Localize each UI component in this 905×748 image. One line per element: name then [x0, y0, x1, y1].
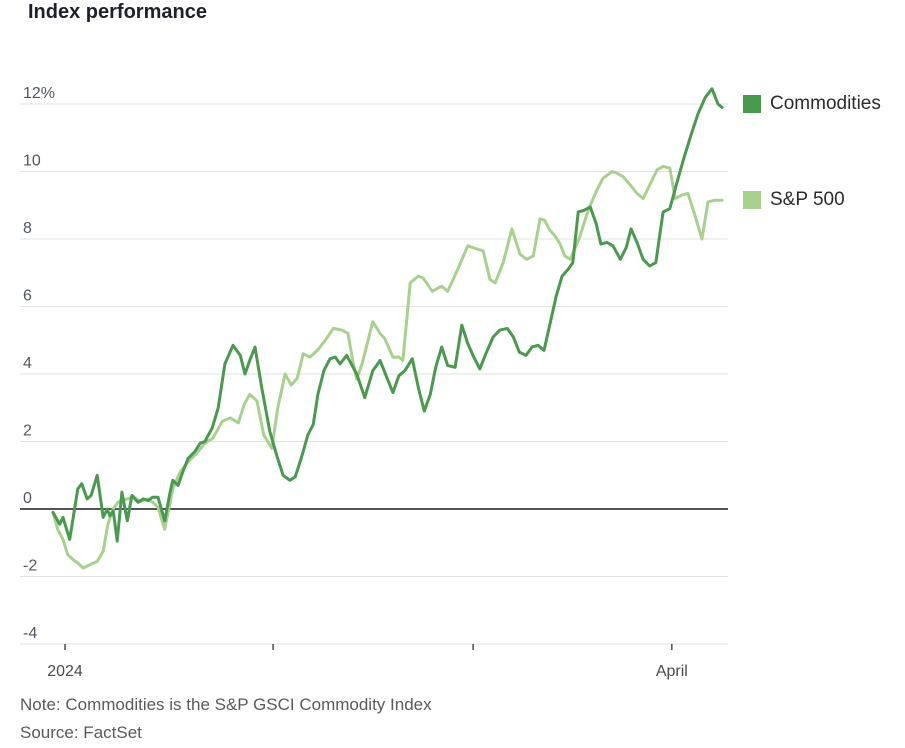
y-tick-label: 10 — [23, 153, 41, 170]
sp500-swatch — [743, 191, 761, 209]
x-tick-label: 2024 — [47, 663, 83, 680]
y-tick-label: 12% — [23, 85, 55, 102]
legend-item-commodities: Commodities — [743, 93, 881, 115]
y-tick-label: 2 — [23, 423, 32, 440]
y-tick-label: 4 — [23, 355, 32, 372]
y-axis-labels-group: 12% 10 8 6 4 2 0 -2 -4 — [23, 85, 55, 642]
commodities-swatch — [743, 95, 761, 113]
legend-item-sp500: S&P 500 — [743, 189, 845, 211]
x-tick-label: April — [656, 663, 688, 680]
y-tick-label: 0 — [23, 490, 32, 507]
chart-title: Index performance — [28, 1, 207, 23]
x-axis-labels-group: 2024 April — [47, 663, 688, 680]
commodities-line — [51, 87, 724, 543]
source-text: Source: FactSet — [20, 723, 142, 742]
note-text: Note: Commodities is the S&P GSCI Commod… — [20, 695, 432, 714]
legend-label-commodities: Commodities — [770, 93, 881, 114]
y-tick-label: 8 — [23, 220, 32, 237]
y-tick-label: -2 — [23, 558, 37, 575]
sp500-line — [51, 164, 724, 570]
gridlines-group — [20, 103, 728, 645]
y-tick-label: 6 — [23, 288, 32, 305]
legend-label-sp500: S&P 500 — [770, 189, 845, 210]
y-tick-label: -4 — [23, 625, 37, 642]
x-axis-ticks-group — [64, 644, 673, 650]
